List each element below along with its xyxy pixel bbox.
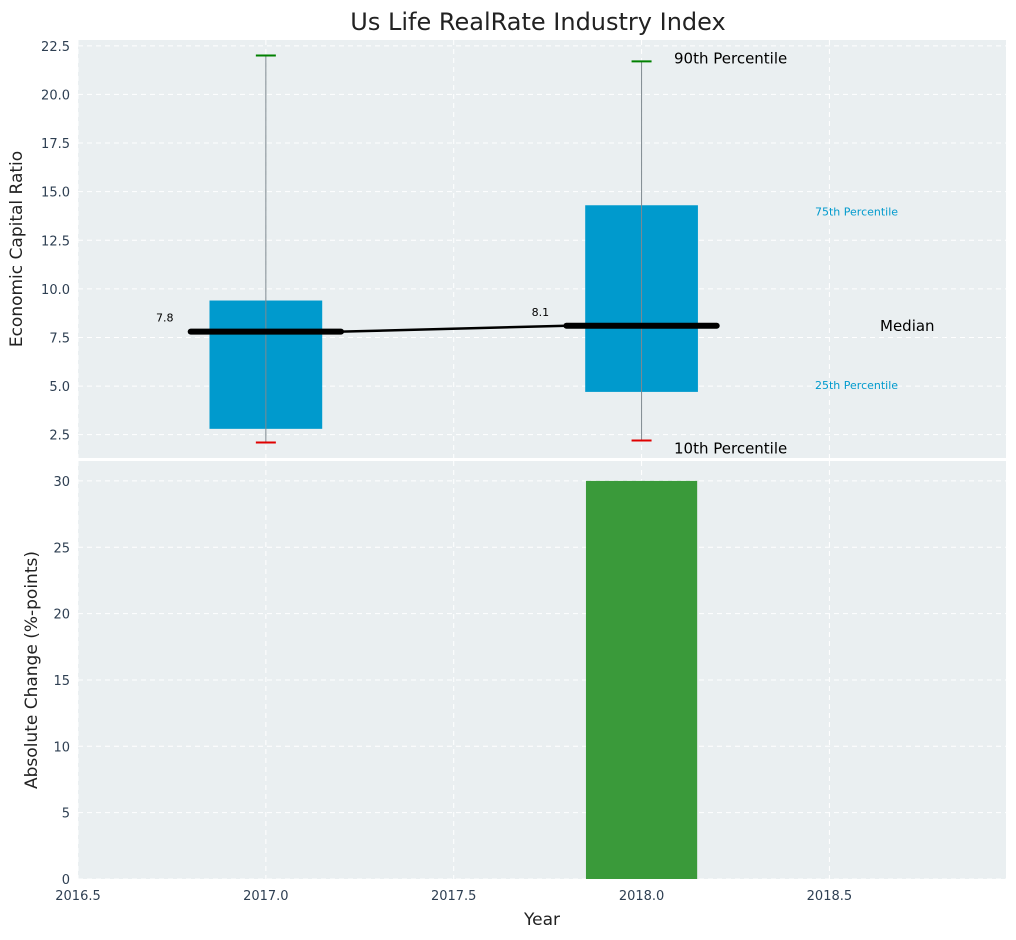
median-value-label: 7.8: [156, 312, 174, 325]
x-axis-label: Year: [523, 910, 560, 930]
top-y-tick-label: 22.5: [41, 40, 70, 55]
change-bars: [585, 480, 698, 879]
median-value-label: 8.1: [532, 306, 550, 319]
annotation-10th-percentile: 10th Percentile: [674, 440, 787, 458]
bottom-y-tick-label: 5: [62, 807, 70, 822]
top-y-tick-label: 5.0: [49, 380, 70, 395]
annotation-90th-percentile: 90th Percentile: [674, 49, 787, 67]
bottom-gridlines: [77, 461, 1006, 880]
x-tick-label: 2017.0: [243, 889, 289, 904]
bottom-y-tick-label: 15: [53, 674, 70, 689]
top-y-tick-label: 12.5: [41, 234, 70, 249]
bottom-y-tick-labels: 0 5 10 15 20 25 30: [53, 475, 70, 888]
top-y-tick-label: 15.0: [41, 186, 70, 201]
top-y-axis-label: Economic Capital Ratio: [7, 151, 27, 347]
chart-title: Us Life RealRate Industry Index: [350, 8, 725, 36]
top-y-tick-label: 2.5: [49, 429, 70, 444]
x-tick-label: 2017.5: [431, 889, 477, 904]
bottom-panel-background: [78, 461, 1006, 879]
x-tick-label: 2018.0: [619, 889, 665, 904]
top-y-tick-label: 7.5: [49, 331, 70, 346]
x-tick-labels: 2016.5 2017.0 2017.5 2018.0 2018.5: [55, 889, 852, 904]
bottom-y-axis-label: Absolute Change (%-points): [22, 551, 42, 789]
annotation-75th-percentile: 75th Percentile: [815, 205, 898, 218]
bottom-y-tick-label: 25: [53, 541, 70, 556]
top-y-tick-label: 20.0: [41, 88, 70, 103]
top-y-tick-label: 17.5: [41, 137, 70, 152]
annotation-25th-percentile: 25th Percentile: [815, 379, 898, 392]
annotation-median: Median: [880, 317, 935, 335]
bottom-y-tick-label: 20: [53, 608, 70, 623]
change-bar: [585, 480, 698, 879]
box-plots: 7.8 8.1: [156, 54, 720, 444]
top-y-tick-labels: 2.5 5.0 7.5 10.0 12.5 15.0 17.5 20.0 22.5: [41, 40, 70, 444]
x-tick-label: 2018.5: [807, 889, 853, 904]
bottom-y-tick-label: 10: [53, 740, 70, 755]
bottom-y-tick-label: 30: [53, 475, 70, 490]
bottom-y-tick-label: 0: [62, 873, 70, 888]
percentile-annotations: 90th Percentile 75th Percentile Median 25th…: [674, 49, 935, 457]
median-trend-line: [340, 324, 567, 333]
top-y-tick-label: 10.0: [41, 283, 70, 298]
x-tick-label: 2016.5: [55, 889, 101, 904]
